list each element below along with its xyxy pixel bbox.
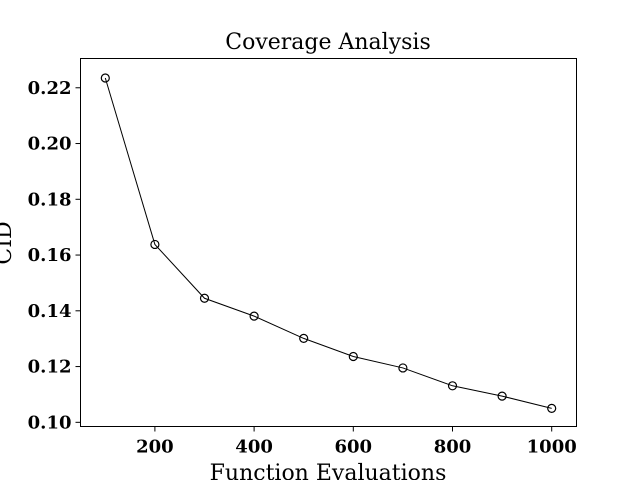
data-point: [497, 391, 507, 401]
y-tick-label: 0.22: [28, 78, 72, 99]
y-tick-label: 0.16: [28, 245, 72, 266]
data-point: [299, 333, 309, 344]
y-tick-label: 0.14: [28, 301, 72, 322]
data-point: [398, 363, 408, 373]
x-tick-label: 200: [136, 437, 174, 458]
plot-frame: [80, 58, 577, 427]
x-tick-label: 600: [335, 437, 373, 458]
series-line: [104, 77, 552, 409]
data-point: [150, 239, 160, 250]
data-point: [547, 403, 557, 413]
x-axis: 200 400 600 800 1000: [136, 426, 577, 458]
x-tick-label: 400: [235, 437, 273, 458]
data-point: [348, 351, 358, 362]
data-point: [100, 73, 110, 83]
y-tick-label: 0.10: [28, 412, 72, 433]
y-tick-label: 0.20: [28, 134, 72, 155]
x-axis-label: Function Evaluations: [210, 461, 447, 480]
y-axis: 0.10 0.12 0.14 0.16 0.18 0.20 0.22: [28, 78, 81, 433]
series-layer: [100, 73, 557, 413]
x-tick-label: 1000: [527, 437, 577, 458]
y-tick-label: 0.12: [28, 357, 72, 378]
y-tick-label: 0.18: [28, 189, 72, 210]
data-point: [199, 293, 210, 303]
data-point: [249, 311, 259, 321]
y-axis-label: CID: [0, 221, 17, 264]
x-tick-label: 800: [434, 437, 472, 458]
chart-title: Coverage Analysis: [225, 30, 431, 55]
data-point: [447, 381, 458, 391]
